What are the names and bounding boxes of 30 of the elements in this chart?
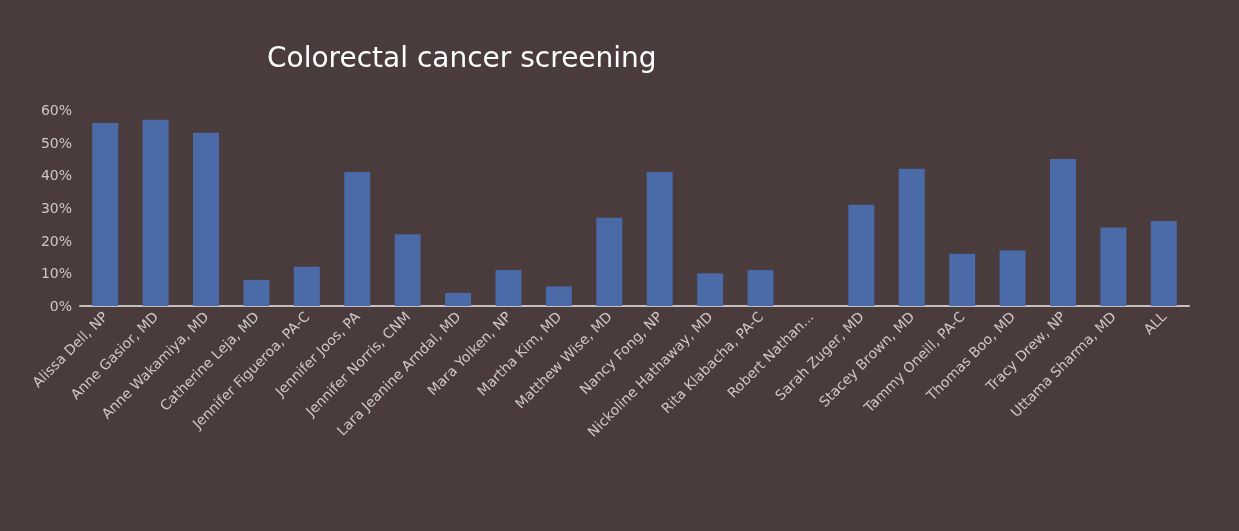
bar [848,204,875,306]
bar [1100,227,1127,306]
x-tick-label: ALL [1140,308,1170,338]
chart-title: Colorectal cancer screening [267,40,657,74]
bar [344,172,371,306]
bar [1150,221,1177,306]
y-tick-label: 20% [40,232,72,249]
bar [142,119,169,306]
bar [92,123,119,306]
bar [545,286,572,306]
y-tick-label: 50% [40,134,72,151]
bar [999,250,1026,306]
bar [898,168,925,306]
bar [697,273,724,306]
bar [747,270,774,306]
y-tick-label: 30% [40,200,72,216]
y-tick-label: 10% [40,265,72,282]
y-tick-label: 60% [40,102,72,118]
bar [243,279,270,306]
bar [193,132,220,306]
bar [646,172,673,306]
bar [949,253,976,306]
bar [495,270,522,306]
bar [394,234,421,306]
y-tick-label: 0% [49,298,72,314]
bar [293,266,320,306]
y-tick-label: 40% [40,167,72,184]
bar [596,217,623,306]
bar [1049,159,1076,306]
bar [445,292,472,306]
